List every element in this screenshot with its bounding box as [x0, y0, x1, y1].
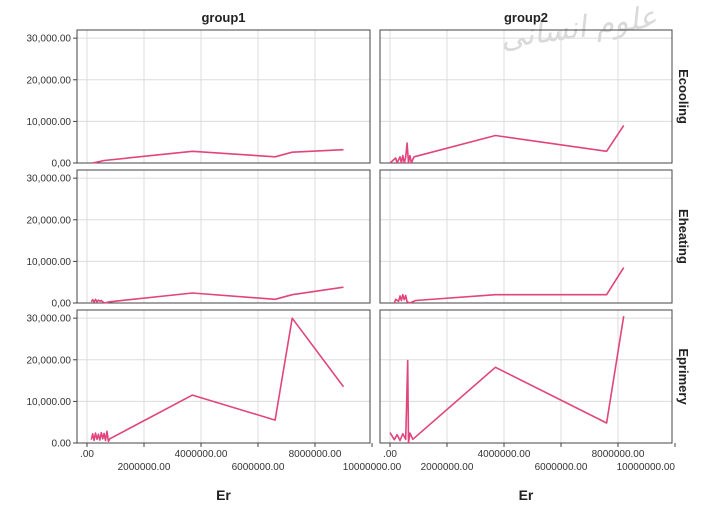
y-axis-ticks: 0,00 10,000.00 20,000.00 30,000.00 0,00 10,00… [27, 34, 77, 450]
series-line-group1-Eprimery [90, 317, 345, 443]
strip-label-Ecooling: Ecooling [676, 69, 691, 124]
panel-frame [76, 309, 371, 444]
x-tick-label: 10000000.00 [343, 462, 402, 473]
strip-label-Eheating: Eheating [676, 209, 691, 264]
x-tick-label: 10000000.00 [617, 462, 676, 473]
series-line-group1-Ecooling [92, 148, 344, 164]
panel-frame [379, 29, 673, 164]
panel-frame [76, 169, 371, 304]
panel-strip-labels: group1 group2 Ecooling Eheating Eprimery [201, 10, 691, 405]
panel-group2-Ecooling [379, 29, 673, 164]
series-line-group2-Eheating [393, 267, 625, 304]
y-tick-label: 0,00 [52, 159, 72, 170]
x-tick-label: 4000000.00 [478, 449, 531, 460]
panel-group2-Eheating [379, 169, 673, 304]
panel-group1-Eprimery [76, 309, 371, 444]
y-tick-label: 30,000.00 [27, 314, 72, 325]
series-line-group2-Eprimery [389, 315, 625, 444]
x-tick-label: 8000000.00 [592, 449, 645, 460]
panel-frame [76, 29, 371, 164]
x-tick-label: 6000000.00 [232, 462, 285, 473]
x-tick-label: 6000000.00 [535, 462, 588, 473]
y-tick-label: 10,000.00 [27, 397, 72, 408]
panel-frame [379, 169, 673, 304]
series-line-group2-Ecooling [389, 125, 625, 164]
x-axis-label: Er [216, 487, 231, 503]
y-tick-label: 20,000.00 [27, 215, 72, 226]
panel-group1-Eheating [76, 169, 371, 304]
x-tick-label: 2000000.00 [421, 462, 474, 473]
y-tick-label: 10,000.00 [27, 257, 72, 268]
y-tick-label: 30,000.00 [27, 34, 72, 45]
strip-label-group2: group2 [504, 10, 548, 25]
y-tick-label: 20,000.00 [27, 75, 72, 86]
y-tick-label: 10,000.00 [27, 117, 72, 128]
x-axis-ticks: .00 2000000.00 4000000.00 6000000.00 8000000… [80, 443, 676, 473]
y-tick-label: 30,000.00 [27, 174, 72, 185]
x-tick-label: .00 [80, 449, 94, 460]
axis-labels: Er Er [216, 487, 534, 503]
panel-group2-Eprimery [379, 309, 673, 444]
y-tick-label: 20,000.00 [27, 355, 72, 366]
series-line-group1-Eheating [90, 286, 344, 304]
x-tick-label: 4000000.00 [175, 449, 228, 460]
x-tick-label: .00 [383, 449, 397, 460]
panel-frame [379, 309, 673, 444]
y-tick-label: 0.00 [52, 439, 72, 450]
strip-label-group1: group1 [201, 10, 245, 25]
y-tick-label: 0,00 [52, 299, 72, 310]
x-tick-label: 2000000.00 [118, 462, 171, 473]
x-axis-label: Er [519, 487, 534, 503]
panel-group1-Ecooling [76, 29, 371, 164]
strip-label-Eprimery: Eprimery [676, 348, 691, 405]
panel-grid [76, 29, 673, 444]
x-tick-label: 8000000.00 [289, 449, 342, 460]
watermark-logo: علوم انسانی [498, 0, 659, 56]
